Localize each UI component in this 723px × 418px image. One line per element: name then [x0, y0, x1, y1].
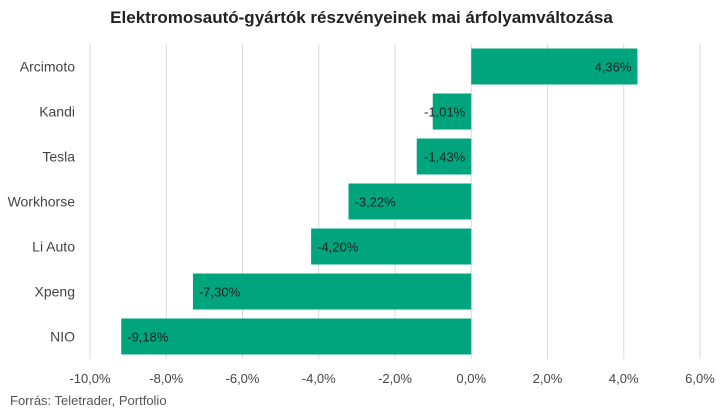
- category-label: Arcimoto: [20, 59, 75, 75]
- category-label: Li Auto: [32, 239, 75, 255]
- x-tick-label: 4,0%: [609, 371, 639, 386]
- x-tick-label: -10,0%: [69, 371, 111, 386]
- x-tick-label: 0,0%: [456, 371, 486, 386]
- category-label: NIO: [50, 329, 75, 345]
- bar: [348, 183, 472, 220]
- x-tick-label: -6,0%: [226, 371, 260, 386]
- bar: [311, 228, 472, 265]
- bar: [471, 48, 638, 85]
- bar: [432, 93, 472, 130]
- bar: [121, 318, 472, 355]
- x-tick-labels: -10,0% -8,0% -6,0% -4,0% -2,0% 0,0% 2,0% 4,0% 6,…: [69, 371, 715, 386]
- category-labels: Arcimoto Kandi Tesla Workhorse Li Auto Xpeng N…: [8, 59, 76, 345]
- bar: [192, 273, 472, 310]
- data-label: -4,20%: [317, 240, 359, 255]
- category-label: Xpeng: [35, 284, 75, 300]
- bars: 4,36% -1,01% -1,43% -3,22% -4,20% -7,30% -9,18…: [121, 48, 638, 355]
- x-tick-label: 2,0%: [533, 371, 563, 386]
- category-label: Workhorse: [8, 194, 76, 210]
- chart-title: Elektromosautó-gyártók részvényeinek mai…: [110, 8, 613, 27]
- data-label: -9,18%: [127, 330, 169, 345]
- data-label: -1,01%: [424, 105, 466, 120]
- x-tick-label: -2,0%: [378, 371, 412, 386]
- data-label: -3,22%: [354, 195, 396, 210]
- data-label: -1,43%: [424, 150, 466, 165]
- bar: [416, 138, 472, 175]
- category-label: Tesla: [42, 149, 75, 165]
- x-tick-label: -8,0%: [149, 371, 183, 386]
- x-tick-label: 6,0%: [685, 371, 715, 386]
- source-note: Forrás: Teletrader, Portfolio: [10, 393, 167, 408]
- data-label: 4,36%: [595, 60, 632, 75]
- x-tick-label: -4,0%: [302, 371, 336, 386]
- category-label: Kandi: [39, 104, 75, 120]
- data-label: -7,30%: [199, 285, 241, 300]
